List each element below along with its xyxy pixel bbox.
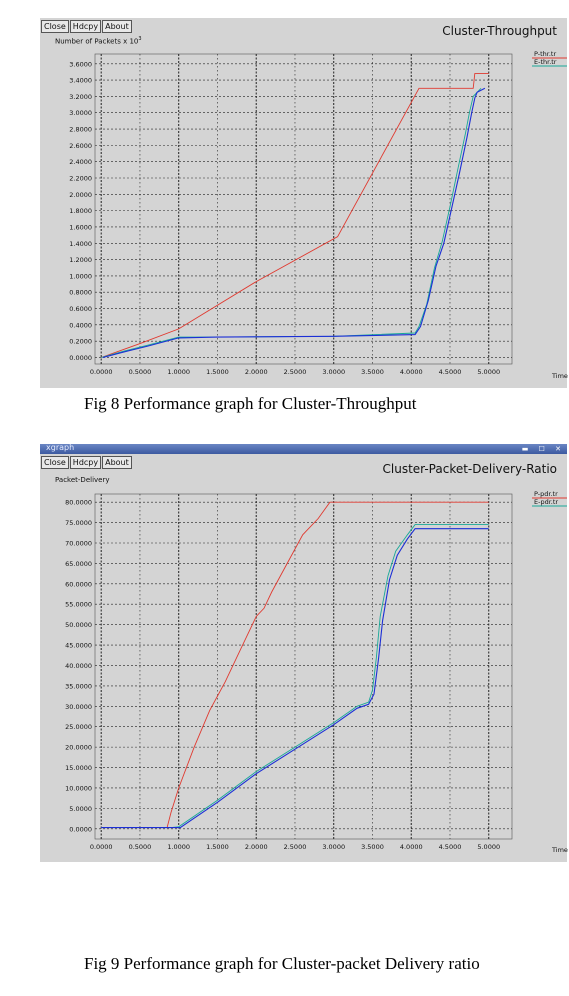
x-tick-label: 0.0000 [90, 843, 113, 851]
y-tick-label: 0.6000 [69, 305, 92, 313]
y-tick-label: 1.8000 [69, 207, 92, 215]
x-tick-label: 3.5000 [361, 843, 384, 851]
x-tick-label: 0.0000 [90, 368, 113, 376]
y-tick-label: 2.0000 [69, 191, 92, 199]
window-title: xgraph [46, 443, 75, 452]
series-line-e-pdr-tr [101, 524, 489, 829]
x-tick-label: 3.5000 [361, 368, 384, 376]
series-line-blue [101, 528, 489, 829]
y-tick-label: 35.0000 [65, 682, 92, 690]
y-tick-label: 1.2000 [69, 256, 92, 264]
x-tick-label: 2.5000 [284, 368, 307, 376]
x-tick-label: 1.0000 [167, 368, 190, 376]
y-tick-label: 1.0000 [69, 272, 92, 280]
y-tick-label: 20.0000 [65, 744, 92, 752]
about-button[interactable]: About [102, 456, 132, 469]
x-tick-label: 5.0000 [477, 843, 500, 851]
plot-area [94, 53, 513, 365]
series-line-blue [102, 87, 486, 359]
legend-label: E-thr.tr [534, 58, 557, 66]
legend-label: P-pdr.tr [534, 490, 558, 498]
window-controls[interactable]: ▬ ☐ ✕ [521, 445, 565, 453]
throughput-plot: 0.0000 0.2000 0.4000 0.6000 0.8000 1.0000 1.20… [69, 50, 568, 380]
y-tick-label: 3.2000 [69, 93, 92, 101]
series-line-p-pdr-tr [101, 501, 489, 829]
button-row: Close Hdcpy About [41, 456, 132, 469]
chart-title: Cluster-Throughput [442, 24, 557, 38]
window-titlebar: xgraph ▬ ☐ ✕ [40, 443, 567, 454]
x-tick-label: 4.5000 [439, 843, 462, 851]
x-tick-label: 0.5000 [129, 843, 152, 851]
x-axis-title: Time [551, 372, 568, 380]
x-tick-label: 3.0000 [322, 843, 345, 851]
x-tick-label: 4.0000 [400, 368, 423, 376]
y-tick-label: 25.0000 [65, 723, 92, 731]
button-row: Close Hdcpy About [41, 20, 132, 33]
y-tick-label: 1.4000 [69, 240, 92, 248]
y-tick-label: 10.0000 [65, 784, 92, 792]
throughput-graph-window: Close Hdcpy About Number of Packets x 10… [40, 18, 568, 388]
x-tick-label: 3.0000 [322, 368, 345, 376]
y-tick-label: 5.0000 [69, 805, 92, 813]
x-tick-label: 2.5000 [284, 843, 307, 851]
about-button[interactable]: About [102, 20, 132, 33]
y-tick-label: 0.8000 [69, 289, 92, 297]
y-tick-label: 45.0000 [65, 642, 92, 650]
x-tick-label: 2.0000 [245, 843, 268, 851]
figure-caption: Fig 8 Performance graph for Cluster-Thro… [84, 394, 417, 413]
y-tick-label: 1.6000 [69, 223, 92, 231]
y-tick-label: 80.0000 [65, 499, 92, 507]
y-tick-label: 3.6000 [69, 60, 92, 68]
close-button[interactable]: Close [41, 20, 69, 33]
y-tick-label: 2.8000 [69, 126, 92, 134]
y-tick-label: 70.0000 [65, 539, 92, 547]
y-tick-label: 30.0000 [65, 703, 92, 711]
y-tick-label: 3.0000 [69, 109, 92, 117]
chart-title: Cluster-Packet-Delivery-Ratio [382, 462, 557, 476]
y-tick-label: 15.0000 [65, 764, 92, 772]
x-tick-label: 5.0000 [477, 368, 500, 376]
y-axis-title: Number of Packets x 103 [55, 36, 142, 46]
y-tick-label: 0.0000 [69, 825, 92, 833]
figure-caption: Fig 9 Performance graph for Cluster-pack… [84, 954, 480, 973]
legend-label: P-thr.tr [534, 50, 556, 58]
y-tick-label: 0.4000 [69, 321, 92, 329]
y-tick-label: 40.0000 [65, 662, 92, 670]
x-tick-label: 0.5000 [129, 368, 152, 376]
legend-label: E-pdr.tr [534, 498, 558, 506]
y-tick-label: 50.0000 [65, 621, 92, 629]
y-tick-label: 0.0000 [69, 354, 92, 362]
y-tick-label: 65.0000 [65, 560, 92, 568]
hardcopy-button[interactable]: Hdcpy [69, 20, 102, 33]
delivery-ratio-plot: 0.0000 5.0000 10.0000 15.0000 20.0000 25.0000… [65, 490, 568, 854]
plot-area [94, 493, 513, 840]
y-tick-label: 2.2000 [69, 175, 92, 183]
x-axis-title: Time [551, 846, 568, 854]
x-tick-label: 1.5000 [206, 843, 229, 851]
x-tick-label: 1.5000 [206, 368, 229, 376]
hardcopy-button[interactable]: Hdcpy [69, 456, 102, 469]
delivery-ratio-graph-window: xgraph ▬ ☐ ✕ Close Hdcpy About Packet-De… [40, 443, 568, 862]
y-tick-label: 2.6000 [69, 142, 92, 150]
x-tick-label: 4.0000 [400, 843, 423, 851]
x-tick-label: 2.0000 [245, 368, 268, 376]
close-button[interactable]: Close [41, 456, 69, 469]
y-tick-label: 60.0000 [65, 580, 92, 588]
y-tick-label: 55.0000 [65, 601, 92, 609]
y-tick-label: 2.4000 [69, 158, 92, 166]
y-tick-label: 3.4000 [69, 77, 92, 85]
y-tick-label: 0.2000 [69, 338, 92, 346]
y-tick-label: 75.0000 [65, 519, 92, 527]
x-tick-label: 4.5000 [439, 368, 462, 376]
y-axis-title: Packet-Delivery [55, 476, 110, 484]
x-tick-label: 1.0000 [167, 843, 190, 851]
series-line-p-thr-tr [101, 73, 489, 358]
